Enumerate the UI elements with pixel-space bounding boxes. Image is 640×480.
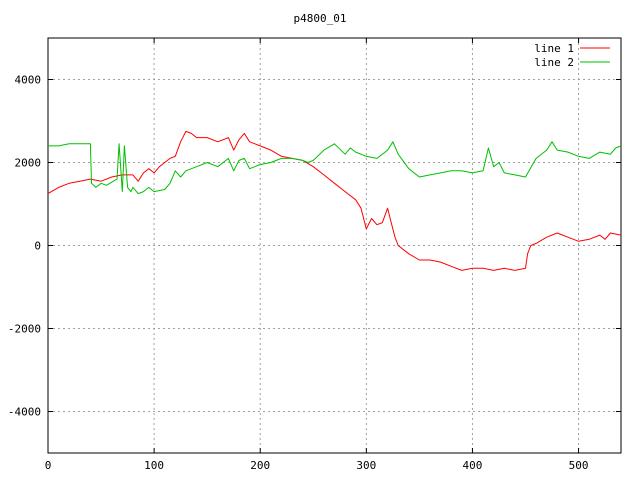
- legend: line 1 line 2: [534, 42, 610, 69]
- x-tick-label: 500: [569, 459, 589, 472]
- x-tick-label: 0: [45, 459, 52, 472]
- x-tick-label: 400: [463, 459, 483, 472]
- y-tick-label: 0: [34, 240, 41, 253]
- y-tick-label: 2000: [15, 157, 42, 170]
- legend-label-line-2: line 2: [534, 56, 574, 69]
- axis-ticks: 0 100 200 300 400 500 -4000 -2000 0 2000 4000: [8, 38, 621, 472]
- legend-label-line-1: line 1: [534, 42, 574, 55]
- data-series: [47, 130, 622, 271]
- series-line-1: [47, 130, 622, 271]
- y-tick-label: -4000: [8, 406, 41, 419]
- chart-title: p4800_01: [294, 12, 347, 25]
- grid-lines: [48, 38, 621, 453]
- x-tick-label: 100: [144, 459, 164, 472]
- y-tick-label: -2000: [8, 323, 41, 336]
- x-tick-label: 200: [250, 459, 270, 472]
- y-tick-label: 4000: [15, 74, 42, 87]
- x-tick-label: 300: [356, 459, 376, 472]
- series-line-2: [48, 141, 622, 195]
